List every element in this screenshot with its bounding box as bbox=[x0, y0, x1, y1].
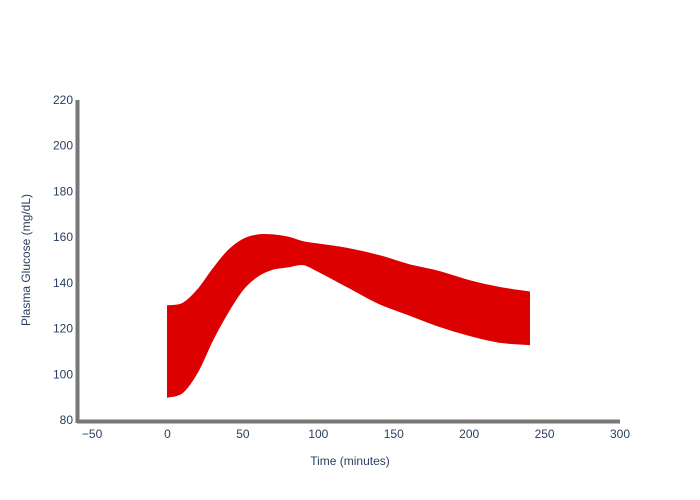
y-axis-title: Plasma Glucose (mg/dL) bbox=[19, 194, 33, 326]
y-tick-label: 120 bbox=[53, 322, 73, 336]
band-layer bbox=[167, 233, 530, 398]
y-tick-label: 220 bbox=[53, 93, 73, 107]
x-tick-label: 150 bbox=[384, 427, 404, 441]
y-tick-label: 200 bbox=[53, 139, 73, 153]
glucose-band bbox=[167, 233, 530, 398]
x-tick-label: 100 bbox=[308, 427, 328, 441]
y-tick-label: 180 bbox=[53, 184, 73, 198]
y-tick-label: 100 bbox=[53, 367, 73, 381]
y-tick-labels: 80 100 120 140 160 180 200 220 bbox=[53, 93, 73, 427]
x-axis-title: Time (minutes) bbox=[310, 454, 390, 468]
x-tick-label: 50 bbox=[236, 427, 250, 441]
y-tick-label: 160 bbox=[53, 230, 73, 244]
x-tick-labels: −50 0 50 100 150 200 250 300 bbox=[82, 427, 630, 441]
y-tick-label: 140 bbox=[53, 276, 73, 290]
x-tick-label: −50 bbox=[82, 427, 103, 441]
x-tick-label: 0 bbox=[164, 427, 171, 441]
x-tick-label: 200 bbox=[459, 427, 479, 441]
x-tick-label: 300 bbox=[610, 427, 630, 441]
y-tick-label: 80 bbox=[60, 413, 74, 427]
x-tick-label: 250 bbox=[535, 427, 555, 441]
